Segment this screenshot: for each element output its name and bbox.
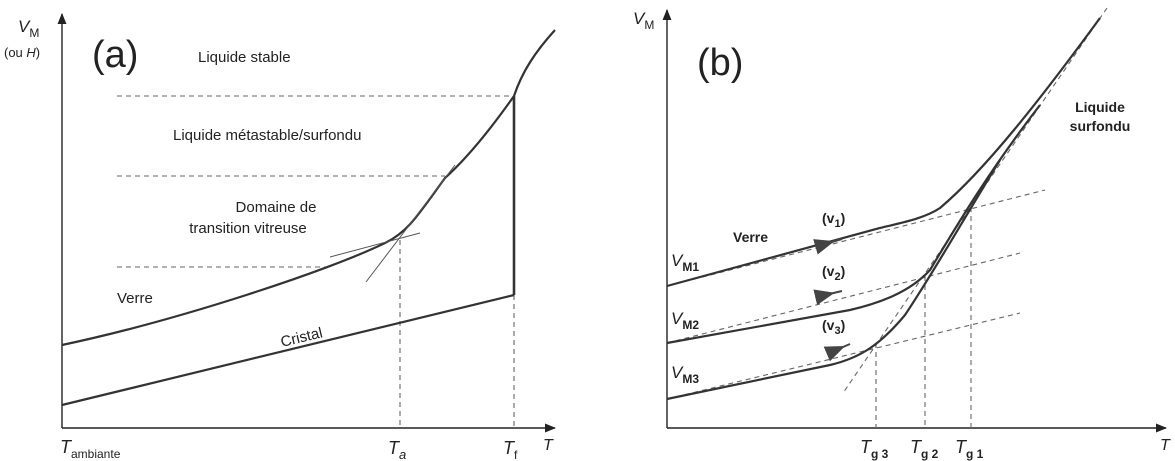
panel-b-liquid-extrapolation <box>842 7 1108 394</box>
panel-a-region-transition-line2: transition vitreuse <box>189 220 307 237</box>
panel-a: (a) Liquide stable Liquide métastable/su… <box>4 12 557 461</box>
panel-b-letter: (b) <box>697 42 743 84</box>
panel-a-letter: (a) <box>92 34 138 76</box>
panel-b-glass-extrapolation-2 <box>666 252 1021 344</box>
panel-a-y-axis-label: VM <box>18 17 39 40</box>
panel-a-region-metastable: Liquide métastable/surfondu <box>173 127 361 144</box>
panel-a-tick-tf: Tf <box>503 438 518 461</box>
panel-b-cooling-arrow-1 <box>813 238 843 255</box>
panel-b-rate-2: (v2) <box>822 263 845 283</box>
panel-a-glass-label: Verre <box>117 290 153 307</box>
panel-a-region-liquid-stable: Liquide stable <box>198 49 291 66</box>
panel-b: (b) Liquide surfondu Verre (v1) (v2) (v3… <box>633 7 1171 461</box>
panel-b-x-axis-label: T <box>1160 437 1171 454</box>
panel-b-supercooled-line1: Liquide <box>1075 99 1125 115</box>
panel-b-cooling-curve-2 <box>666 104 1041 345</box>
panel-b-glass-extrapolation-1 <box>666 189 1046 287</box>
panel-a-liquid-curve <box>61 29 556 347</box>
panel-b-tick-tg3: Tg 3 <box>860 437 889 461</box>
panel-a-liquid-tangent <box>365 164 456 283</box>
panel-a-x-axis-label: T <box>543 437 554 454</box>
panel-b-rate-1: (v1) <box>822 210 845 230</box>
panel-b-supercooled-line2: surfondu <box>1070 118 1131 134</box>
panel-a-y-axis-label-extra: (ou H) <box>4 45 40 60</box>
panel-b-rate-3: (v3) <box>822 317 845 337</box>
panel-b-cooling-curve-1 <box>666 17 1101 288</box>
panel-b-cooling-curve-3 <box>666 159 1001 401</box>
panel-a-glass-tangent <box>329 232 421 258</box>
panel-b-tick-tg2: Tg 2 <box>910 437 939 461</box>
panel-b-cooling-arrow-2 <box>813 289 843 306</box>
panel-a-tick-ta: Ta <box>388 438 406 461</box>
panel-b-vm3-label: VM3 <box>671 363 699 386</box>
panel-b-tick-tg1: Tg 1 <box>955 437 984 461</box>
panel-a-tick-ambient: Tambiante <box>60 437 121 461</box>
panel-b-glass-label: Verre <box>733 229 768 245</box>
panel-b-vm2-label: VM2 <box>671 309 699 332</box>
panel-b-vm1-label: VM1 <box>671 251 699 274</box>
panel-a-region-transition-line1: Domaine de <box>236 199 317 216</box>
panel-b-y-axis-label: VM <box>633 9 654 32</box>
panel-a-crystal-line <box>61 293 515 407</box>
panel-b-cooling-arrow-3 <box>823 343 851 362</box>
